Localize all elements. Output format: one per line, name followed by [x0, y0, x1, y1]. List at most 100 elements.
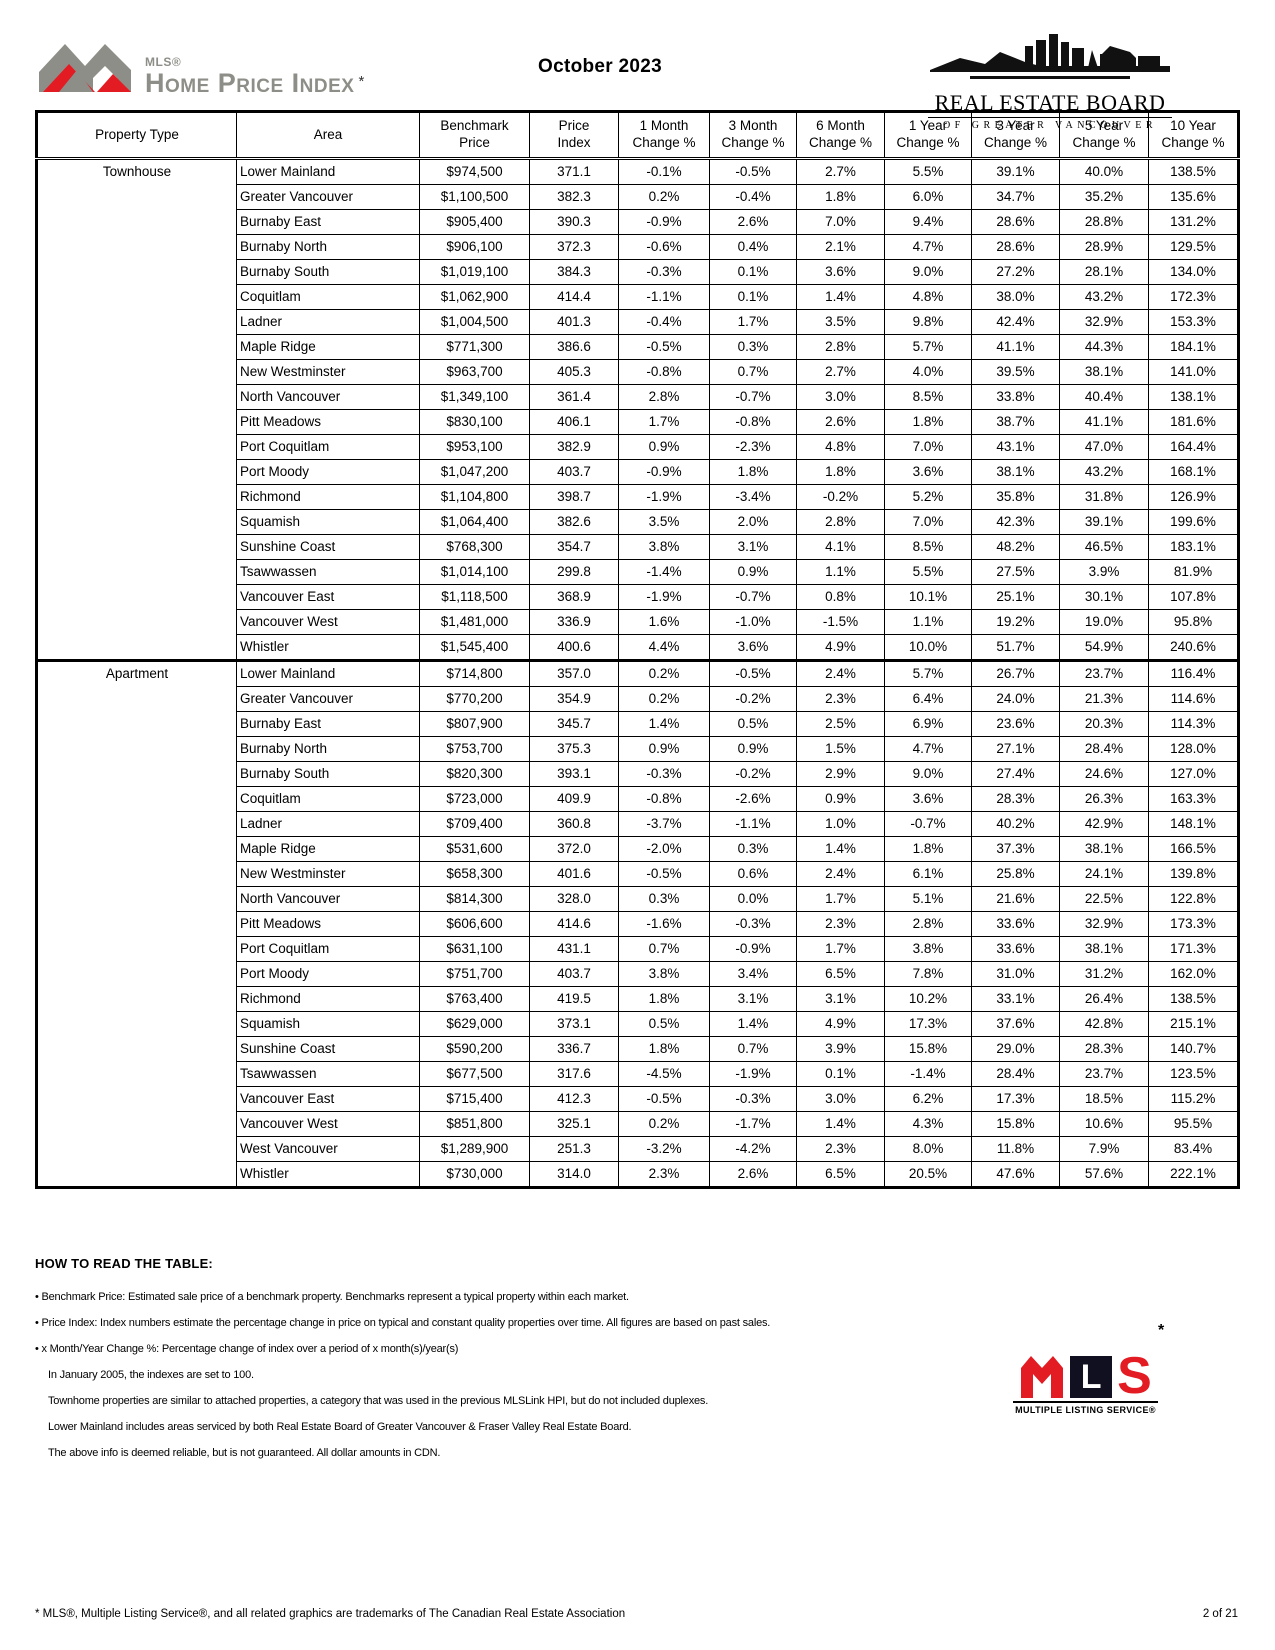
value-cell: -0.8%: [618, 786, 710, 812]
value-cell: 43.1%: [971, 434, 1060, 460]
value-cell: 2.3%: [796, 1136, 885, 1162]
value-cell: $629,000: [419, 1011, 530, 1037]
value-cell: -0.8%: [709, 409, 797, 435]
area-cell: Sunshine Coast: [236, 534, 420, 560]
table-row: Ladner $1,004,500 401.3 -0.4% 1.7% 3.5% 9.8% 42…: [37, 309, 1239, 335]
table-row: Coquitlam $1,062,900 414.4 -1.1% 0.1% 1.4% 4.8…: [37, 284, 1239, 310]
value-cell: -1.0%: [709, 609, 797, 635]
value-cell: 38.1%: [971, 459, 1060, 485]
value-cell: 0.4%: [709, 234, 797, 260]
value-cell: -0.5%: [618, 861, 710, 887]
value-cell: 4.1%: [796, 534, 885, 560]
value-cell: -0.6%: [618, 234, 710, 260]
column-header: 10 Year Change %: [1148, 111, 1239, 160]
value-cell: 354.9: [529, 686, 619, 712]
value-cell: 2.6%: [796, 409, 885, 435]
value-cell: 2.5%: [796, 711, 885, 737]
value-cell: 164.4%: [1148, 434, 1239, 460]
value-cell: 368.9: [529, 584, 619, 610]
value-cell: 1.8%: [796, 459, 885, 485]
value-cell: 3.5%: [796, 309, 885, 335]
table-row: Richmond $763,400 419.5 1.8% 3.1% 3.1% 10.2% 33…: [37, 986, 1239, 1012]
area-cell: Burnaby South: [236, 761, 420, 787]
table-row: Burnaby East $905,400 390.3 -0.9% 2.6% 7.0% 9.…: [37, 209, 1239, 235]
value-cell: 1.8%: [618, 986, 710, 1012]
value-cell: 38.7%: [971, 409, 1060, 435]
value-cell: 43.2%: [1059, 284, 1149, 310]
value-cell: 1.4%: [709, 1011, 797, 1037]
value-cell: 382.3: [529, 184, 619, 210]
value-cell: 3.1%: [709, 534, 797, 560]
value-cell: 8.0%: [884, 1136, 972, 1162]
note-reliability: The above info is deemed reliable, but i…: [48, 1447, 441, 1459]
area-cell: Whistler: [236, 1161, 420, 1188]
value-cell: 138.5%: [1148, 158, 1239, 185]
value-cell: 126.9%: [1148, 484, 1239, 510]
value-cell: 15.8%: [884, 1036, 972, 1062]
value-cell: $590,200: [419, 1036, 530, 1062]
value-cell: 3.1%: [796, 986, 885, 1012]
table-row: Coquitlam $723,000 409.9 -0.8% -2.6% 0.9% 3.6%…: [37, 786, 1239, 812]
value-cell: 7.0%: [884, 509, 972, 535]
value-cell: 5.5%: [884, 559, 972, 585]
value-cell: 2.7%: [796, 359, 885, 385]
value-cell: 401.6: [529, 861, 619, 887]
value-cell: -0.7%: [709, 584, 797, 610]
value-cell: 403.7: [529, 961, 619, 987]
value-cell: 0.9%: [618, 434, 710, 460]
value-cell: 1.4%: [796, 284, 885, 310]
value-cell: $1,481,000: [419, 609, 530, 635]
value-cell: 2.3%: [618, 1161, 710, 1188]
table-header: Property Type Area Benchmark Price Price Inde…: [36, 111, 1239, 160]
value-cell: -0.8%: [618, 359, 710, 385]
value-cell: 31.2%: [1059, 961, 1149, 987]
area-cell: Port Moody: [236, 961, 420, 987]
value-cell: 135.6%: [1148, 184, 1239, 210]
value-cell: -0.5%: [618, 334, 710, 360]
value-cell: 3.9%: [1059, 559, 1149, 585]
value-cell: 3.6%: [796, 259, 885, 285]
value-cell: 1.7%: [709, 309, 797, 335]
value-cell: 328.0: [529, 886, 619, 912]
value-cell: -0.4%: [618, 309, 710, 335]
note-january-2005: In January 2005, the indexes are set to …: [48, 1369, 254, 1381]
value-cell: 336.9: [529, 609, 619, 635]
value-cell: $1,019,100: [419, 259, 530, 285]
value-cell: 138.5%: [1148, 986, 1239, 1012]
area-cell: Tsawwassen: [236, 1061, 420, 1087]
value-cell: 22.5%: [1059, 886, 1149, 912]
value-cell: 1.7%: [796, 936, 885, 962]
value-cell: $677,500: [419, 1061, 530, 1087]
value-cell: 24.6%: [1059, 761, 1149, 787]
area-cell: North Vancouver: [236, 886, 420, 912]
value-cell: 129.5%: [1148, 234, 1239, 260]
value-cell: 32.9%: [1059, 911, 1149, 937]
area-cell: Vancouver East: [236, 584, 420, 610]
value-cell: 21.6%: [971, 886, 1060, 912]
value-cell: -1.4%: [618, 559, 710, 585]
value-cell: -2.0%: [618, 836, 710, 862]
value-cell: 33.6%: [971, 936, 1060, 962]
value-cell: -3.2%: [618, 1136, 710, 1162]
value-cell: 431.1: [529, 936, 619, 962]
value-cell: 141.0%: [1148, 359, 1239, 385]
value-cell: 33.1%: [971, 986, 1060, 1012]
value-cell: 0.8%: [796, 584, 885, 610]
value-cell: 148.1%: [1148, 811, 1239, 837]
value-cell: 162.0%: [1148, 961, 1239, 987]
value-cell: 131.2%: [1148, 209, 1239, 235]
value-cell: 122.8%: [1148, 886, 1239, 912]
value-cell: 47.6%: [971, 1161, 1060, 1188]
table-row: Whistler $730,000 314.0 2.3% 2.6% 6.5% 20.5% 47…: [37, 1161, 1239, 1188]
value-cell: 23.6%: [971, 711, 1060, 737]
value-cell: 357.0: [529, 659, 619, 687]
hpi-table: Property Type Area Benchmark Price Price Inde…: [35, 110, 1240, 1189]
column-header: Benchmark Price: [419, 111, 530, 160]
value-cell: -1.9%: [618, 484, 710, 510]
area-cell: Vancouver West: [236, 1111, 420, 1137]
value-cell: 1.7%: [618, 409, 710, 435]
value-cell: $820,300: [419, 761, 530, 787]
value-cell: 24.1%: [1059, 861, 1149, 887]
value-cell: $1,104,800: [419, 484, 530, 510]
mls-m-house-icon: [1019, 1354, 1065, 1398]
